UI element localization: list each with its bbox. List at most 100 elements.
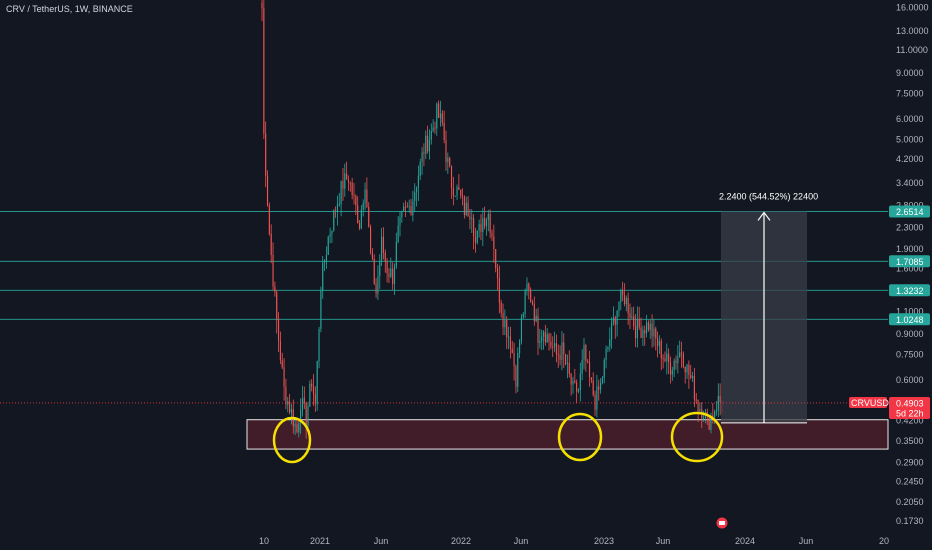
candle-body <box>312 386 315 395</box>
candle-body <box>616 310 618 325</box>
candle-body <box>393 266 396 284</box>
candle-body <box>274 286 276 293</box>
candle-body <box>382 236 385 253</box>
candle-body <box>526 283 528 291</box>
candle-body <box>384 252 386 262</box>
time-axis[interactable]: 10 2021 Jun 2022 Jun 2023 Jun 2024 Jun 20 <box>259 517 889 547</box>
candle-body <box>290 409 293 413</box>
price-tick-label: 7.5000 <box>896 88 924 98</box>
candle-body <box>563 342 565 354</box>
candle-body <box>347 179 350 183</box>
candle-body <box>695 399 697 401</box>
time-tick-label: Jun <box>514 536 529 546</box>
candle-body <box>642 330 644 338</box>
candle-body <box>471 218 473 220</box>
candle-body <box>691 375 694 378</box>
candle-body <box>311 383 313 387</box>
candle-body <box>336 204 339 212</box>
candle-body <box>318 328 320 362</box>
candle-body <box>623 295 626 305</box>
candle-body <box>415 187 418 193</box>
candle-body <box>572 380 574 385</box>
candle-body <box>657 338 659 346</box>
candle-body <box>371 252 373 259</box>
candle-body <box>320 290 322 329</box>
candle-body <box>346 173 348 180</box>
candle-body <box>467 202 469 217</box>
support-zone-box[interactable] <box>246 419 889 450</box>
candle-body <box>634 326 637 339</box>
candle-body <box>712 415 714 418</box>
candle-body <box>322 262 324 291</box>
candle-body <box>386 261 388 274</box>
candle-body <box>266 175 269 206</box>
candle-body <box>577 389 580 392</box>
candle-body <box>272 254 274 287</box>
candle-body <box>300 410 302 424</box>
price-tick-label: 9.0000 <box>896 68 924 78</box>
candle-body <box>638 318 640 328</box>
time-tick-label: 2023 <box>594 536 614 546</box>
candle-body <box>669 362 672 375</box>
highlight-circle[interactable] <box>557 412 603 462</box>
candle-body <box>517 353 519 387</box>
candle-body <box>611 322 613 340</box>
candle-body <box>303 397 305 403</box>
candle-body <box>533 304 535 322</box>
candle-body <box>333 210 335 231</box>
candle-body <box>410 206 412 216</box>
highlight-circle[interactable] <box>670 411 724 463</box>
price-tick-label: 0.2900 <box>896 458 924 468</box>
candle-body <box>305 402 307 426</box>
candle-body <box>509 336 511 349</box>
candle-body <box>519 341 521 354</box>
candle-body <box>570 373 572 385</box>
candle-body <box>478 223 480 231</box>
candle-body <box>434 127 436 129</box>
candle-body <box>323 262 326 264</box>
candle-body <box>653 328 655 337</box>
candle-body <box>544 331 546 343</box>
candle-body <box>373 258 375 284</box>
price-tick-label: 0.3500 <box>896 436 924 446</box>
candle-body <box>682 353 684 367</box>
highlight-circle[interactable] <box>272 416 312 464</box>
candle-body <box>697 400 699 412</box>
candle-body <box>502 312 504 328</box>
candle-body <box>428 139 431 152</box>
candle-body <box>353 195 355 197</box>
candle-body <box>513 352 515 367</box>
candle-body <box>550 341 552 347</box>
candle-body <box>482 218 484 232</box>
price-tick-label: 13.0000 <box>896 26 929 36</box>
candle-body <box>441 113 443 123</box>
candle-body <box>717 396 719 411</box>
candle-body <box>690 375 692 378</box>
price-tick-label: 2.8000 <box>896 200 924 210</box>
candle-body <box>335 210 337 212</box>
candle-body <box>265 133 267 176</box>
candle-body <box>331 230 333 235</box>
economic-events-icon-glyph <box>719 521 725 525</box>
candle-body <box>625 298 627 305</box>
candle-body <box>406 206 408 208</box>
symbol-tag <box>849 396 887 408</box>
candle-body <box>450 165 453 189</box>
price-tick-label: 0.7500 <box>896 350 924 360</box>
candle-body <box>392 268 394 284</box>
price-tick-label: 2.3000 <box>896 223 924 233</box>
candle-body <box>636 318 638 339</box>
candle-body <box>693 375 695 400</box>
candle-body <box>651 323 653 337</box>
candle-body <box>390 268 392 277</box>
candle-body <box>366 189 368 207</box>
candle-body <box>419 161 421 176</box>
candle-body <box>552 346 554 348</box>
price-tick-label: 0.6000 <box>896 375 924 385</box>
candle-body <box>454 195 456 197</box>
candle-body <box>579 373 581 390</box>
candle-body <box>677 357 679 363</box>
candle-body <box>368 206 370 227</box>
symbol-title: CRV / TetherUS, 1W, BINANCE <box>6 4 133 14</box>
